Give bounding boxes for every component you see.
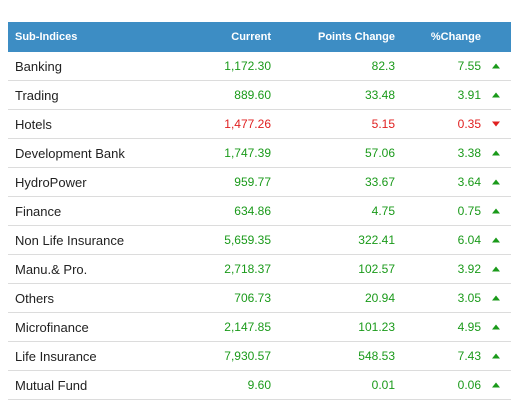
current-value: 1,477.26 <box>224 117 271 131</box>
table-row[interactable]: Banking 1,172.30 82.3 7.55 <box>8 52 511 81</box>
arrow-up-icon <box>492 179 500 185</box>
arrow-down-icon <box>492 121 500 127</box>
trend-cell <box>481 255 511 283</box>
arrow-up-icon <box>492 353 500 359</box>
trend-cell <box>481 81 511 109</box>
points-change-value: 0.01 <box>371 378 395 392</box>
pct-change-value: 3.64 <box>457 175 481 189</box>
points-change-value: 4.75 <box>371 204 395 218</box>
sub-indices-table: Sub-Indices Current Points Change %Chang… <box>8 22 511 400</box>
sub-index-name: Life Insurance <box>15 348 97 364</box>
sub-index-name: Banking <box>15 58 62 74</box>
current-value: 634.86 <box>234 204 271 218</box>
arrow-up-icon <box>492 382 500 388</box>
points-change-value: 82.3 <box>371 59 395 73</box>
points-change-value: 101.23 <box>358 320 395 334</box>
table-row[interactable]: Development Bank 1,747.39 57.06 3.38 <box>8 139 511 168</box>
trend-cell <box>481 371 511 399</box>
current-value: 7,930.57 <box>224 349 271 363</box>
sub-index-name: Manu.& Pro. <box>15 261 88 277</box>
table-row[interactable]: Hotels 1,477.26 5.15 0.35 <box>8 110 511 139</box>
pct-change-value: 3.92 <box>457 262 481 276</box>
header-current[interactable]: Current <box>231 31 271 43</box>
table-row[interactable]: Microfinance 2,147.85 101.23 4.95 <box>8 313 511 342</box>
current-value: 2,718.37 <box>224 262 271 276</box>
arrow-up-icon <box>492 266 500 272</box>
points-change-value: 20.94 <box>364 291 395 305</box>
trend-cell <box>481 110 511 138</box>
header-points-change[interactable]: Points Change <box>317 31 395 43</box>
current-value: 2,147.85 <box>224 320 271 334</box>
trend-cell <box>481 226 511 254</box>
arrow-up-icon <box>492 150 500 156</box>
trend-cell <box>481 52 511 80</box>
current-value: 5,659.35 <box>224 233 271 247</box>
pct-change-value: 3.38 <box>457 146 481 160</box>
points-change-value: 548.53 <box>358 349 395 363</box>
sub-index-name: Hotels <box>15 116 52 132</box>
table-row[interactable]: Non Life Insurance 5,659.35 322.41 6.04 <box>8 226 511 255</box>
table-row[interactable]: Life Insurance 7,930.57 548.53 7.43 <box>8 342 511 371</box>
header-sub-indices[interactable]: Sub-Indices <box>15 31 78 43</box>
trend-cell <box>481 168 511 196</box>
current-value: 1,172.30 <box>224 59 271 73</box>
points-change-value: 33.67 <box>364 175 395 189</box>
points-change-value: 5.15 <box>371 117 395 131</box>
pct-change-value: 4.95 <box>457 320 481 334</box>
pct-change-value: 0.75 <box>457 204 481 218</box>
table-row[interactable]: HydroPower 959.77 33.67 3.64 <box>8 168 511 197</box>
pct-change-value: 7.43 <box>457 349 481 363</box>
points-change-value: 102.57 <box>358 262 395 276</box>
points-change-value: 57.06 <box>364 146 395 160</box>
trend-cell <box>481 284 511 312</box>
table-row[interactable]: Others 706.73 20.94 3.05 <box>8 284 511 313</box>
sub-index-name: Mutual Fund <box>15 377 88 393</box>
sub-index-name: Non Life Insurance <box>15 232 125 248</box>
sub-index-name: Development Bank <box>15 145 125 161</box>
current-value: 1,747.39 <box>224 146 271 160</box>
sub-index-name: HydroPower <box>15 174 87 190</box>
sub-index-name: Others <box>15 290 55 306</box>
sub-index-name: Trading <box>15 87 59 103</box>
arrow-up-icon <box>492 63 500 69</box>
current-value: 706.73 <box>234 291 271 305</box>
table-row[interactable]: Trading 889.60 33.48 3.91 <box>8 81 511 110</box>
arrow-up-icon <box>492 295 500 301</box>
pct-change-value: 3.91 <box>457 88 481 102</box>
table-row[interactable]: Finance 634.86 4.75 0.75 <box>8 197 511 226</box>
header-trend <box>481 22 511 52</box>
pct-change-value: 7.55 <box>457 59 481 73</box>
points-change-value: 322.41 <box>358 233 395 247</box>
sub-index-name: Microfinance <box>15 319 89 335</box>
current-value: 889.60 <box>234 88 271 102</box>
trend-cell <box>481 139 511 167</box>
trend-cell <box>481 342 511 370</box>
pct-change-value: 6.04 <box>457 233 481 247</box>
pct-change-value: 3.05 <box>457 291 481 305</box>
trend-cell <box>481 197 511 225</box>
sub-index-name: Finance <box>15 203 62 219</box>
table-row[interactable]: Manu.& Pro. 2,718.37 102.57 3.92 <box>8 255 511 284</box>
arrow-up-icon <box>492 208 500 214</box>
table-header: Sub-Indices Current Points Change %Chang… <box>8 22 511 52</box>
trend-cell <box>481 313 511 341</box>
pct-change-value: 0.06 <box>457 378 481 392</box>
table-body: Banking 1,172.30 82.3 7.55 Trading 889.60 33.4… <box>8 52 511 400</box>
current-value: 959.77 <box>234 175 271 189</box>
arrow-up-icon <box>492 92 500 98</box>
points-change-value: 33.48 <box>364 88 395 102</box>
header-pct-change[interactable]: %Change <box>430 31 481 43</box>
pct-change-value: 0.35 <box>457 117 481 131</box>
arrow-up-icon <box>492 237 500 243</box>
table-row[interactable]: Mutual Fund 9.60 0.01 0.06 <box>8 371 511 400</box>
arrow-up-icon <box>492 324 500 330</box>
current-value: 9.60 <box>247 378 271 392</box>
